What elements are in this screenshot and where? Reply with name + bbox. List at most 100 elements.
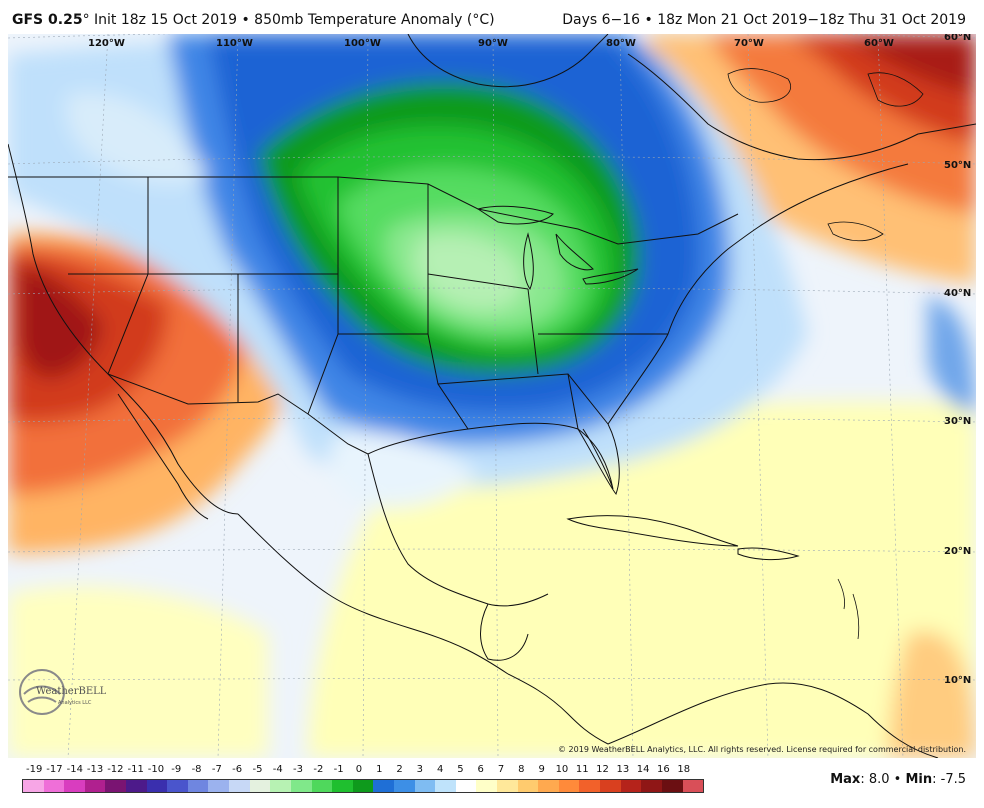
colorbar-swatch xyxy=(414,780,436,792)
colorbar-tick-label: -6 xyxy=(232,764,243,775)
colorbar-tick-label: -7 xyxy=(211,764,222,775)
map-header: GFS 0.25° Init 18z 15 Oct 2019 • 850mb T… xyxy=(0,0,984,34)
longitude-label-120w: 120°W xyxy=(88,38,125,49)
graticule xyxy=(8,34,976,758)
colorbar-swatch xyxy=(393,780,415,792)
colorbar-tick-label: 6 xyxy=(477,764,484,775)
colorbar-swatch xyxy=(167,780,188,792)
colorbar-tick-label: 1 xyxy=(376,764,383,775)
min-label: Min xyxy=(905,772,933,787)
colorbar-tick-label: -13 xyxy=(86,764,104,775)
colorbar-tick-label: -3 xyxy=(293,764,304,775)
islands xyxy=(727,68,924,640)
colorbar-swatch xyxy=(558,780,580,792)
colorbar-tick-label: -1 xyxy=(333,764,344,775)
anomaly-map: 120°W 110°W 100°W 90°W 80°W 70°W 60°W 60… xyxy=(8,34,976,758)
colorbar-swatch xyxy=(270,780,291,792)
colorbar-swatch xyxy=(311,780,333,792)
latitude-label-30n: 30°N xyxy=(944,416,972,427)
colorbar-swatch xyxy=(455,780,477,792)
colorbar-tick-label: -17 xyxy=(46,764,63,775)
max-min-stats: Max: 8.0 • Min: -7.5 xyxy=(830,772,966,787)
colorbar-swatch xyxy=(126,780,147,792)
colorbar-swatch xyxy=(249,780,271,792)
logo-subtext: Analytics LLC xyxy=(58,700,92,706)
colorbar-swatch xyxy=(43,780,65,792)
colorbar-legend: -19 -17 -14 -13 -12 -11 -10 -9 -8 -7 -6 -5 -4 -3 -2 -1 0… xyxy=(22,764,704,793)
colorbar-swatch xyxy=(579,780,601,792)
colorbar-tick-label: 4 xyxy=(436,764,444,775)
map-canvas xyxy=(8,34,976,758)
colorbar-tick-label: 3 xyxy=(416,764,424,775)
colorbar-tick-label: 5 xyxy=(457,764,464,775)
min-value: -7.5 xyxy=(940,772,966,787)
valid-period: Days 6−16 • 18z Mon 21 Oct 2019−18z Thu … xyxy=(562,12,966,28)
colorbar-swatch xyxy=(290,780,312,792)
weatherbell-logo: WeatherBELL Analytics LLC xyxy=(16,664,106,720)
colorbar-swatch xyxy=(538,780,559,792)
colorbar-tick-label: 9 xyxy=(538,764,545,775)
latitude-label-50n: 50°N xyxy=(944,160,972,171)
colorbar-tick-label: 7 xyxy=(497,764,505,775)
colorbar-swatch xyxy=(600,780,621,792)
colorbar-tick-label: 12 xyxy=(596,764,609,775)
colorbar-swatch xyxy=(352,780,374,792)
colorbar-swatch xyxy=(517,780,539,792)
colorbar-swatch xyxy=(641,780,662,792)
longitude-label-70w: 70°W xyxy=(734,38,764,49)
colorbar-swatch xyxy=(64,780,85,792)
latitude-label-40n: 40°N xyxy=(944,288,972,299)
max-value: 8.0 xyxy=(868,772,890,787)
colorbar-swatch xyxy=(497,780,518,792)
colorbar-tick-label: 8 xyxy=(518,764,525,775)
longitude-label-90w: 90°W xyxy=(478,38,508,49)
colorbar-tick-label: -11 xyxy=(127,764,144,775)
colorbar-tick-label: -8 xyxy=(191,764,202,775)
colorbar-swatch xyxy=(661,780,683,792)
max-label: Max xyxy=(830,772,861,787)
logo-text: WeatherBELL xyxy=(36,686,106,697)
colorbar-labels: -19 -17 -14 -13 -12 -11 -10 -9 -8 -7 -6 -5 -4 -3 -2 -1 0… xyxy=(22,764,702,778)
colorbar-swatch xyxy=(373,780,394,792)
colorbar-swatch xyxy=(682,780,704,792)
longitude-label-60w: 60°W xyxy=(864,38,894,49)
longitude-label-110w: 110°W xyxy=(216,38,253,49)
colorbar-tick-label: -4 xyxy=(272,764,283,775)
colorbar-swatch xyxy=(476,780,498,792)
colorbar-swatch xyxy=(435,780,456,792)
colorbar-tick-label: -19 xyxy=(26,764,43,775)
model-name: GFS 0.25 xyxy=(12,12,83,28)
colorbar-swatch xyxy=(105,780,127,792)
colorbar-tick-label: 16 xyxy=(657,764,670,775)
init-and-field: ° Init 18z 15 Oct 2019 • 850mb Temperatu… xyxy=(82,12,495,28)
colorbar-swatch xyxy=(208,780,230,792)
anomaly-fill xyxy=(8,34,976,758)
colorbar-tick-label: -5 xyxy=(252,764,263,775)
longitude-label-80w: 80°W xyxy=(606,38,636,49)
latitude-label-10n: 10°N xyxy=(944,675,972,686)
colorbar-swatch xyxy=(23,780,44,792)
colorbar-tick-label: 10 xyxy=(555,764,569,775)
colorbar-tick-label: -10 xyxy=(147,764,165,775)
colorbar-swatch xyxy=(84,780,106,792)
colorbar-tick-label: 2 xyxy=(396,764,403,775)
colorbar-swatches xyxy=(22,779,704,793)
colorbar-tick-label: 13 xyxy=(616,764,630,775)
colorbar-swatch xyxy=(620,780,642,792)
boundaries xyxy=(8,34,976,758)
colorbar-tick-label: 14 xyxy=(636,764,650,775)
colorbar-tick-label: -9 xyxy=(171,764,182,775)
colorbar-tick-label: 18 xyxy=(677,764,691,775)
latitude-label-60n: 60°N xyxy=(944,34,972,43)
colorbar-tick-label: 11 xyxy=(575,764,589,775)
colorbar-swatch xyxy=(332,780,353,792)
map-title: GFS 0.25° Init 18z 15 Oct 2019 • 850mb T… xyxy=(12,12,495,28)
copyright-notice: © 2019 WeatherBELL Analytics, LLC. All r… xyxy=(558,745,966,754)
colorbar-swatch xyxy=(146,780,168,792)
colorbar-tick-label: -2 xyxy=(313,764,324,775)
colorbar-swatch xyxy=(229,780,250,792)
colorbar-tick-label: -14 xyxy=(66,764,83,775)
longitude-label-100w: 100°W xyxy=(344,38,381,49)
colorbar-swatch xyxy=(187,780,209,792)
latitude-label-20n: 20°N xyxy=(944,546,972,557)
